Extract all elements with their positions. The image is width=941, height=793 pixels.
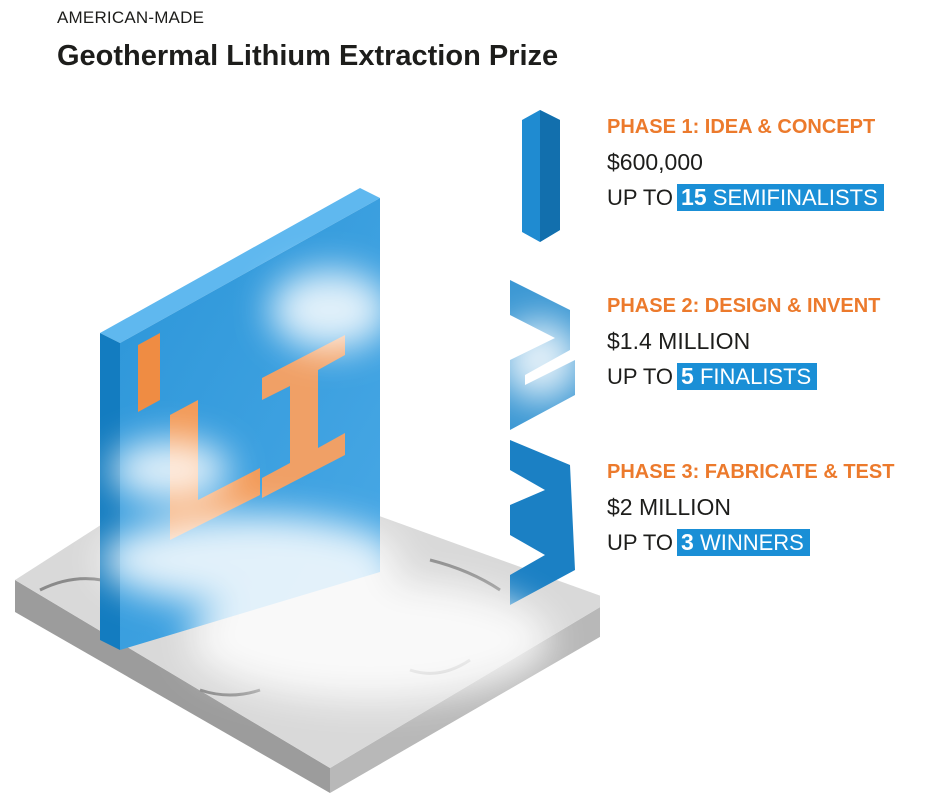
highlight: 5 FINALISTS bbox=[677, 363, 817, 390]
illustration bbox=[0, 0, 600, 793]
phase-prize: $1.4 MILLION bbox=[607, 328, 880, 355]
count: 15 bbox=[681, 184, 707, 210]
highlight: 15 SEMIFINALISTS bbox=[677, 184, 884, 211]
phase-title: PHASE 1: IDEA & CONCEPT bbox=[607, 116, 884, 139]
phase: PHASE 2: DESIGN & INVENT $1.4 MILLION UP… bbox=[607, 295, 880, 390]
page: Geothermal Lithium Extraction Prize {"he… bbox=[0, 0, 941, 793]
label: SEMIFINALISTS bbox=[713, 185, 878, 210]
panel-side bbox=[100, 333, 120, 650]
highlight: 3 WINNERS bbox=[677, 529, 810, 556]
phase-prize: $2 MILLION bbox=[607, 494, 894, 521]
phase: PHASE 3: FABRICATE & TEST $2 MILLION UP … bbox=[607, 461, 894, 556]
label: FINALISTS bbox=[700, 364, 811, 389]
prefix: UP TO bbox=[607, 530, 673, 555]
infographic: AMERICAN-MADE Geothermal Lithium Extract… bbox=[0, 0, 941, 793]
count: 5 bbox=[681, 363, 694, 389]
prefix: UP TO bbox=[607, 364, 673, 389]
label: WINNERS bbox=[700, 530, 804, 555]
phase-title: PHASE 3: FABRICATE & TEST bbox=[607, 461, 894, 484]
phase-prize: $600,000 bbox=[607, 149, 884, 176]
count: 3 bbox=[681, 529, 694, 555]
phase-title: PHASE 2: DESIGN & INVENT bbox=[607, 295, 880, 318]
prefix: UP TO bbox=[607, 185, 673, 210]
